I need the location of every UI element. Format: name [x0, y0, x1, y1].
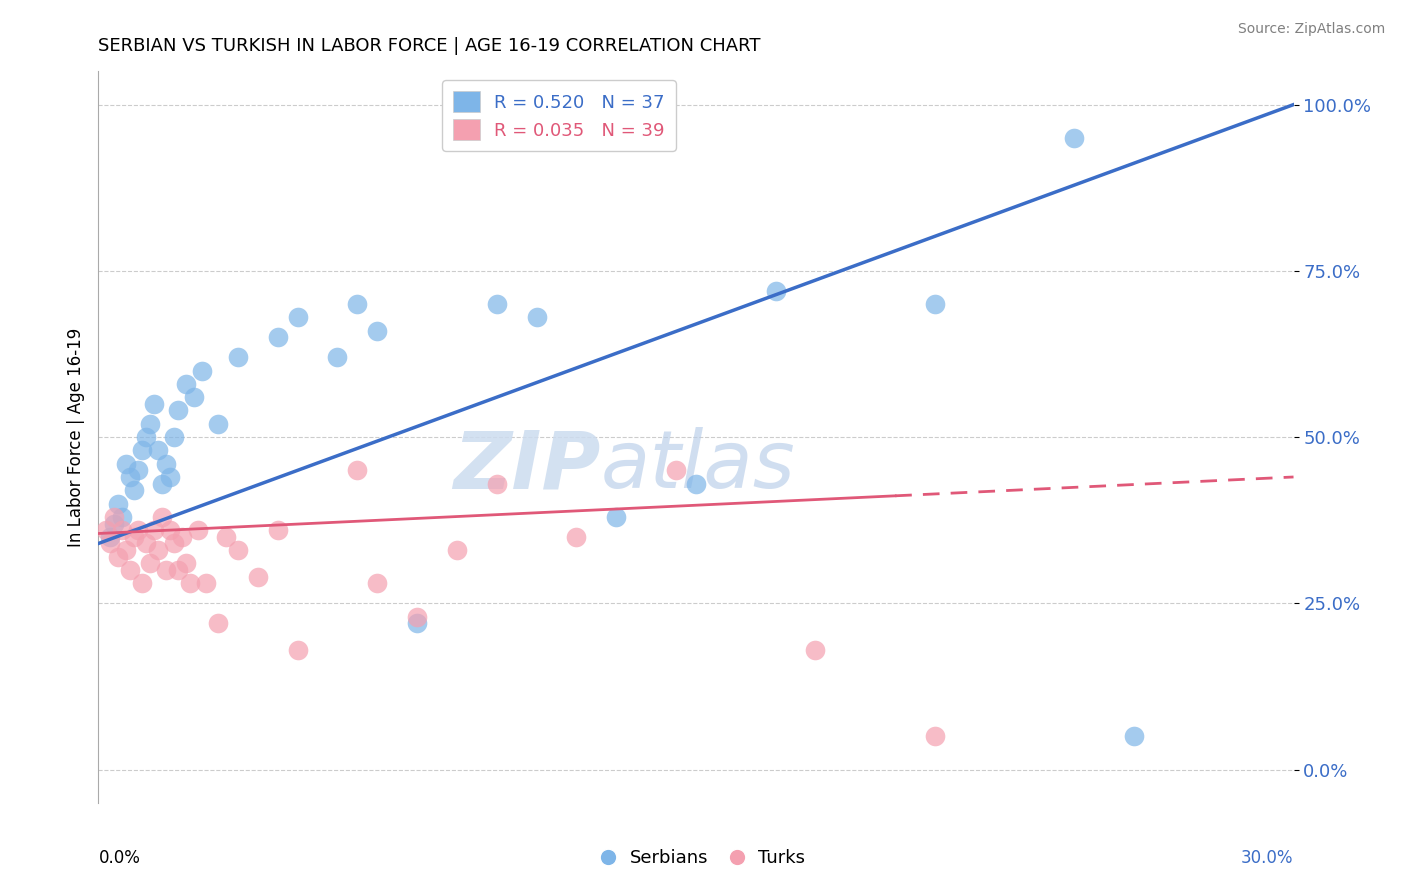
Point: [765, 284, 787, 298]
Point: [346, 463, 368, 477]
Y-axis label: In Labor Force | Age 16-19: In Labor Force | Age 16-19: [66, 327, 84, 547]
Legend: R = 0.520   N = 37, R = 0.035   N = 39: R = 0.520 N = 37, R = 0.035 N = 39: [441, 80, 676, 151]
Point: [685, 476, 707, 491]
Point: [526, 310, 548, 325]
Text: atlas: atlas: [600, 427, 796, 506]
Point: [406, 609, 429, 624]
Point: [103, 516, 125, 531]
Point: [179, 576, 201, 591]
Legend: Serbians, Turks: Serbians, Turks: [593, 842, 813, 874]
Point: [191, 363, 214, 377]
Point: [406, 616, 429, 631]
Point: [267, 523, 290, 537]
Point: [135, 430, 157, 444]
Point: [924, 297, 946, 311]
Point: [485, 297, 508, 311]
Text: Source: ZipAtlas.com: Source: ZipAtlas.com: [1237, 22, 1385, 37]
Point: [287, 310, 309, 325]
Point: [103, 509, 125, 524]
Point: [148, 543, 170, 558]
Point: [267, 330, 290, 344]
Point: [665, 463, 688, 477]
Point: [111, 523, 134, 537]
Point: [124, 483, 146, 498]
Point: [163, 536, 186, 550]
Point: [148, 443, 170, 458]
Text: 0.0%: 0.0%: [98, 849, 141, 867]
Point: [565, 530, 588, 544]
Point: [96, 523, 118, 537]
Point: [98, 536, 122, 550]
Point: [167, 403, 190, 417]
Point: [139, 417, 162, 431]
Point: [163, 430, 186, 444]
Point: [804, 643, 827, 657]
Point: [183, 390, 205, 404]
Point: [1123, 729, 1146, 743]
Point: [485, 476, 508, 491]
Point: [131, 576, 153, 591]
Point: [127, 463, 149, 477]
Text: SERBIAN VS TURKISH IN LABOR FORCE | AGE 16-19 CORRELATION CHART: SERBIAN VS TURKISH IN LABOR FORCE | AGE …: [98, 37, 761, 54]
Point: [143, 523, 166, 537]
Point: [159, 523, 181, 537]
Point: [115, 543, 138, 558]
Point: [155, 563, 177, 577]
Point: [107, 497, 129, 511]
Point: [226, 543, 249, 558]
Point: [346, 297, 368, 311]
Point: [187, 523, 209, 537]
Point: [174, 557, 197, 571]
Point: [446, 543, 468, 558]
Point: [207, 417, 229, 431]
Point: [924, 729, 946, 743]
Point: [120, 563, 142, 577]
Point: [120, 470, 142, 484]
Point: [366, 324, 388, 338]
Point: [159, 470, 181, 484]
Point: [155, 457, 177, 471]
Point: [150, 509, 173, 524]
Text: 30.0%: 30.0%: [1241, 849, 1294, 867]
Point: [167, 563, 190, 577]
Point: [150, 476, 173, 491]
Point: [111, 509, 134, 524]
Point: [127, 523, 149, 537]
Point: [215, 530, 238, 544]
Point: [131, 443, 153, 458]
Point: [135, 536, 157, 550]
Point: [195, 576, 218, 591]
Point: [172, 530, 194, 544]
Point: [1063, 131, 1085, 145]
Point: [605, 509, 627, 524]
Point: [98, 530, 122, 544]
Point: [139, 557, 162, 571]
Point: [287, 643, 309, 657]
Point: [366, 576, 388, 591]
Point: [207, 616, 229, 631]
Point: [143, 397, 166, 411]
Text: ZIP: ZIP: [453, 427, 600, 506]
Point: [107, 549, 129, 564]
Point: [326, 351, 349, 365]
Point: [226, 351, 249, 365]
Point: [115, 457, 138, 471]
Point: [246, 570, 269, 584]
Point: [174, 376, 197, 391]
Point: [124, 530, 146, 544]
